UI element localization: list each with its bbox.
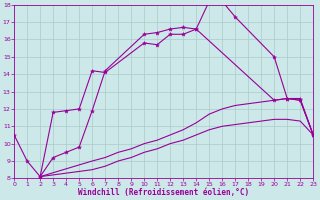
X-axis label: Windchill (Refroidissement éolien,°C): Windchill (Refroidissement éolien,°C) (78, 188, 249, 197)
